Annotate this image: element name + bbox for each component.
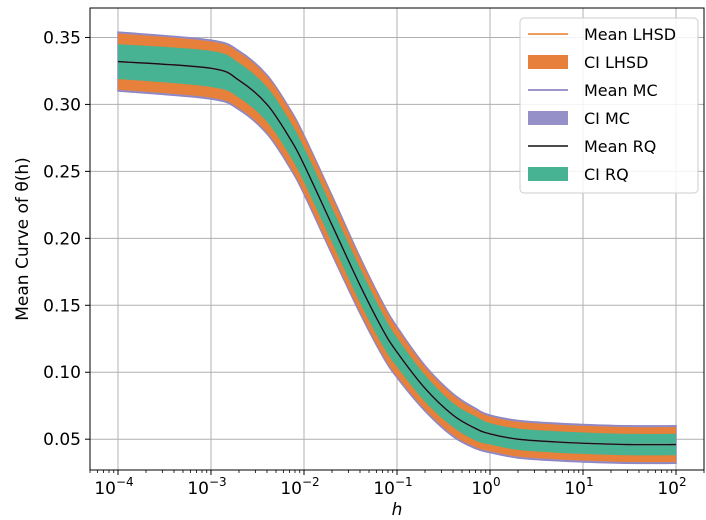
legend-entry: Mean MC (584, 81, 658, 100)
legend-swatch-patch (528, 111, 568, 125)
x-tick-label: 10−3 (187, 475, 226, 499)
x-tick-label: 10−2 (280, 475, 319, 499)
y-tick-label: 0.30 (43, 95, 81, 115)
y-axis-label: Mean Curve of θ(h) (13, 157, 33, 321)
legend: Mean LHSD CI LHSD Mean MC CI MC Mean RQ CI RQ (519, 17, 699, 194)
x-tick-label: 10−4 (94, 475, 133, 499)
y-tick-label: 0.10 (43, 363, 81, 383)
y-axis: 0.05 0.10 0.15 0.20 0.25 0.30 0.35 (43, 28, 90, 450)
y-tick-label: 0.35 (43, 28, 81, 48)
legend-swatch-patch (528, 55, 568, 69)
x-axis-label: h (392, 500, 403, 520)
y-tick-label: 0.20 (43, 229, 81, 249)
legend-entry: Mean LHSD (584, 25, 676, 44)
y-tick-label: 0.05 (43, 430, 81, 450)
line-mean-rq (117, 60, 677, 446)
x-tick-label: 102 (657, 475, 686, 499)
legend-entry: CI LHSD (584, 53, 648, 72)
legend-swatch-patch (528, 167, 568, 181)
y-tick-label: 0.25 (43, 162, 81, 182)
x-tick-label: 101 (564, 475, 593, 499)
legend-entry: CI MC (584, 109, 630, 128)
y-tick-label: 0.15 (43, 296, 81, 316)
mean-lines (117, 60, 677, 446)
x-tick-label: 100 (471, 475, 500, 499)
legend-entry: CI RQ (584, 165, 629, 184)
legend-entry: Mean RQ (584, 137, 656, 156)
x-tick-label: 10−1 (373, 475, 412, 499)
confidence-bands (117, 31, 677, 465)
x-axis: 10−4 10−3 10−2 10−1 100 101 102 (89, 470, 705, 499)
